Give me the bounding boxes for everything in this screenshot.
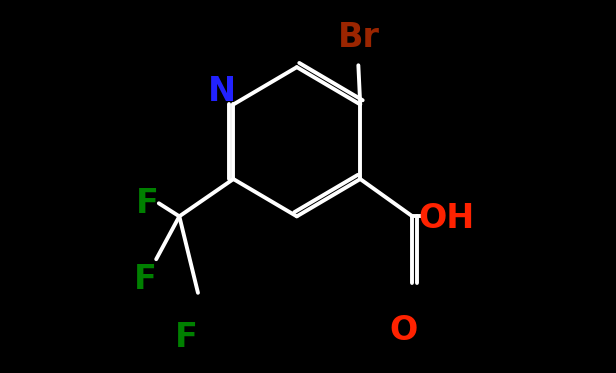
Text: Br: Br	[338, 21, 379, 54]
Text: F: F	[136, 187, 158, 220]
Text: F: F	[176, 321, 198, 354]
Text: O: O	[389, 314, 417, 347]
Text: N: N	[208, 75, 235, 108]
Text: OH: OH	[418, 202, 474, 235]
Text: F: F	[134, 263, 157, 296]
